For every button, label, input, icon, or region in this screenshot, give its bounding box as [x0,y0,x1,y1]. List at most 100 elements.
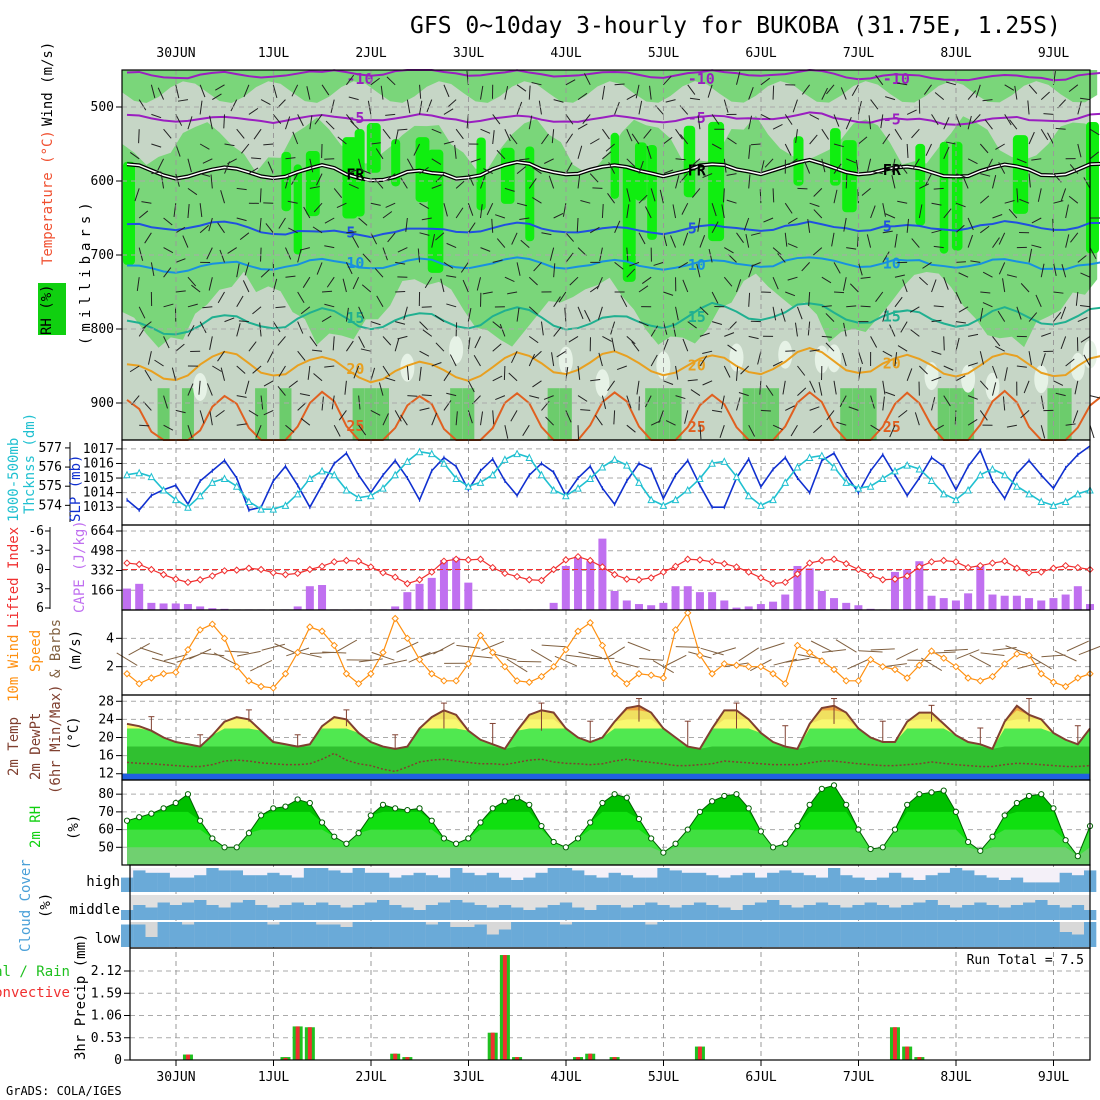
cape-bar [903,569,912,610]
wind-barb [187,325,195,337]
lifted-index-point [915,563,924,571]
cloud-cover-bar-middle [852,905,865,920]
cape-bar [610,590,619,610]
wind-barb [316,173,323,186]
wind-barb [955,291,962,304]
cloud-cover-bar-low [206,922,219,947]
wind-barb [589,285,600,293]
wind-barb [330,99,335,114]
wind-barb [533,262,542,272]
freezing-line-inner [126,159,1100,182]
wind-barb [467,307,472,322]
rh-shading-dry [814,345,829,374]
rh-point [355,830,362,837]
wind-barb [934,92,945,100]
wind-barb [821,305,832,308]
wind-barb [675,395,686,400]
wind-barb [360,169,371,175]
wind-barb [857,100,862,115]
lifted-index-point [964,563,972,572]
wind-barb [556,350,567,358]
wind-barb [809,406,820,411]
cloud-cover-bar-high [462,872,475,892]
wind-barb [378,382,384,396]
wind-barb-10m [956,649,980,660]
wind-speed-point [720,660,729,668]
cloud-cover-bar-high [1010,877,1024,892]
wind-barb [626,93,637,101]
cloud-cover-bar-low [754,922,768,947]
wind-barb [551,352,555,367]
y-tick-label: -3 [28,543,44,558]
wind-barb [736,71,741,85]
cloud-cover-bar-high [937,872,951,892]
lifted-index-point [318,562,326,570]
wind-barb-10m [298,651,322,658]
wind-barb [431,158,442,165]
label-lifted-index: Lifted Index [6,527,22,628]
thickness-point [476,478,485,486]
wind-barb [809,134,818,145]
cloud-cover-bar-middle [267,907,280,920]
wind-barb [199,100,203,115]
wind-barb [424,276,433,289]
wind-barb [333,188,343,199]
wind-barb [346,74,355,86]
y-tick-label: -6 [28,524,44,539]
y-tick-label: 28 [98,694,114,709]
wind-barb [212,93,222,101]
wind-barb [528,115,533,130]
wind-barb [215,84,225,91]
wind-barb [777,253,786,263]
cloud-cover-bar-high [328,870,341,892]
wind-barb [199,143,210,150]
wind-barb [984,119,993,130]
thickness-point [184,503,192,511]
wind-barb [187,383,194,396]
wind-barb [163,303,174,308]
wind-barb [568,335,579,343]
wind-barb [797,365,806,376]
wind-speed-point [147,674,156,682]
wind-barb [175,258,186,263]
precip-convective-bar [917,1057,922,1060]
wind-barb [772,124,783,130]
cloud-cover-bar-low [937,922,951,947]
rh-shading-dry [1034,365,1049,394]
wind-barb [375,148,384,160]
wind-barb [243,84,250,98]
wind-barb [821,87,828,100]
cloud-cover-bar-high [962,870,975,892]
y-tick-label: 800 [91,322,114,337]
thickness-point [610,455,619,463]
wind-speed-point [927,647,936,655]
rh-point [306,799,313,807]
cloud-cover-bar-high [608,872,621,892]
wind-barb [882,396,885,411]
y-tick-label: 2 [106,660,114,675]
wind-speed-point [635,670,643,678]
wind-barb [227,158,237,165]
wind-barb [967,90,977,100]
cloud-cover-bar-high [255,875,268,892]
lifted-index-point [720,560,729,568]
thickness-point [1037,497,1046,506]
lifted-index-point [671,562,680,570]
wind-barb [395,261,406,265]
rh-point [843,801,850,808]
wind-barb [543,395,554,400]
cloud-cover-bar-low [1035,922,1048,947]
cape-bar [464,582,473,610]
wind-speed-point [708,670,716,678]
wind-barb [638,321,649,327]
wind-speed-point [501,662,509,671]
wind-barb [785,405,795,411]
wind-barb [1028,173,1031,188]
wind-barb-10m [896,648,919,660]
wind-barb [200,173,211,177]
cloud-cover-bar-low [779,922,792,947]
cloud-cover-bar-middle [1071,905,1085,920]
wind-barb [821,335,832,338]
rh-point [550,838,557,846]
wind-barb [882,350,893,357]
